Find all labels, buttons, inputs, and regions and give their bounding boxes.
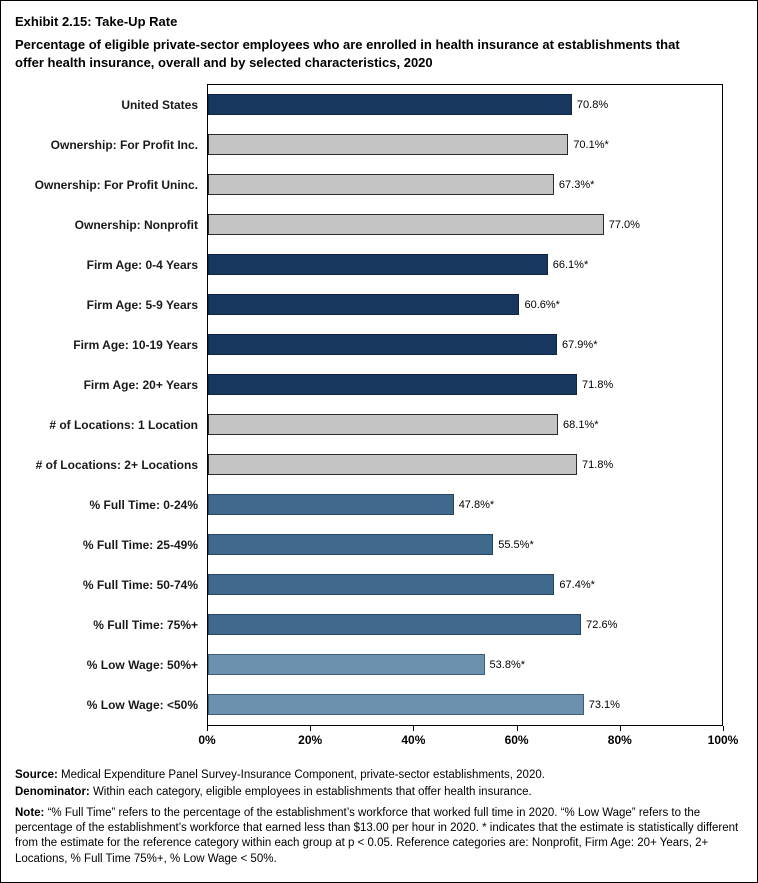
category-label: Firm Age: 0-4 Years xyxy=(86,257,198,272)
bar xyxy=(208,134,569,156)
category-label: % Low Wage: <50% xyxy=(86,697,198,712)
bar-row: 73.1% xyxy=(208,685,722,725)
category-label: % Full Time: 25-49% xyxy=(82,537,198,552)
axis-tick xyxy=(723,725,724,731)
page-title: Exhibit 2.15: Take-Up Rate xyxy=(15,14,178,29)
bar-row: 67.4%* xyxy=(208,565,722,605)
source-label: Source: xyxy=(15,768,58,781)
bar-row: 77.0% xyxy=(208,205,722,245)
axis-tick xyxy=(413,725,415,731)
bar-value-label: 70.8% xyxy=(576,98,609,111)
note-text: “% Full Time” refers to the percentage o… xyxy=(15,807,739,865)
source-line: Source: Medical Expenditure Panel Survey… xyxy=(15,768,741,783)
axis-tick-label: 60% xyxy=(504,732,529,747)
bar xyxy=(208,494,454,516)
note-line: Note: “% Full Time” refers to the percen… xyxy=(15,806,739,867)
bar xyxy=(208,654,485,676)
title-block: Exhibit 2.15: Take-Up Rate Percentage of… xyxy=(1,1,757,76)
bar-value-label: 55.5%* xyxy=(498,538,534,551)
category-label: Firm Age: 10-19 Years xyxy=(73,337,198,352)
bar-value-label: 53.8%* xyxy=(489,658,526,671)
footer-notes: Source: Medical Expenditure Panel Survey… xyxy=(1,752,757,867)
bar xyxy=(208,294,520,316)
axis-tick xyxy=(619,725,621,731)
bar xyxy=(208,174,554,196)
category-label: Firm Age: 20+ Years xyxy=(83,377,198,392)
bar-row: 71.8% xyxy=(208,365,722,405)
bar xyxy=(208,254,548,276)
axis-tick-label: 80% xyxy=(607,732,632,747)
bar-value-label: 47.8%* xyxy=(458,498,495,511)
category-label: % Full Time: 75%+ xyxy=(93,617,198,632)
axis-tick-label: 40% xyxy=(401,732,426,747)
bar-chart: United States Ownership: For Profit Inc. O… xyxy=(11,83,723,726)
category-labels: United States Ownership: For Profit Inc. O… xyxy=(11,84,207,726)
category-label: % Full Time: 0-24% xyxy=(89,497,198,512)
bar-value-label: 77.0% xyxy=(608,218,640,231)
category-label: # of Locations: 2+ Locations xyxy=(35,457,198,472)
bar-row: 55.5%* xyxy=(208,525,722,565)
bar xyxy=(208,214,604,236)
category-label: % Full Time: 50-74% xyxy=(82,577,198,592)
bar-row: 70.1%* xyxy=(208,125,722,165)
denominator-label: Denominator: xyxy=(15,785,90,798)
bar xyxy=(208,94,572,116)
bar-value-label: 71.8% xyxy=(582,458,614,471)
bar-value-label: 70.1%* xyxy=(573,138,609,151)
category-label: % Low Wage: 50%+ xyxy=(86,657,198,672)
bar xyxy=(208,614,582,636)
bar-value-label: 67.4%* xyxy=(559,578,595,591)
bar xyxy=(208,574,555,596)
denominator-text: Within each category, eligible employees… xyxy=(92,785,532,798)
bar-value-label: 73.1% xyxy=(588,698,620,711)
axis-tick-label: 20% xyxy=(298,732,323,747)
bar xyxy=(208,534,494,556)
category-label: Ownership: For Profit Inc. xyxy=(50,137,198,152)
bar-value-label: 60.6%* xyxy=(524,298,560,311)
category-label: United States xyxy=(121,97,198,112)
category-label: Ownership: For Profit Uninc. xyxy=(34,177,198,192)
axis-tick xyxy=(207,725,208,731)
bar-value-label: 66.1%* xyxy=(552,258,589,271)
bar-value-label: 71.8% xyxy=(582,378,614,391)
axis-tick xyxy=(310,725,312,731)
bar-value-label: 72.6% xyxy=(586,618,618,631)
page-subtitle: Percentage of eligible private-sector em… xyxy=(15,36,680,70)
bar-row: 53.8%* xyxy=(208,645,722,685)
bar xyxy=(208,694,584,716)
bar-row: 72.6% xyxy=(208,605,722,645)
category-label: Ownership: Nonprofit xyxy=(74,217,198,232)
x-axis: 0% 20% 40% 60% 80% 100% xyxy=(198,725,738,752)
bar xyxy=(208,334,557,356)
bar-value-label: 67.3%* xyxy=(558,178,595,191)
bar-row: 67.3%* xyxy=(208,165,722,205)
bar-row: 71.8% xyxy=(208,445,722,485)
bar xyxy=(208,374,578,396)
denominator-line: Denominator: Within each category, eligi… xyxy=(15,785,741,800)
source-text: Medical Expenditure Panel Survey-Insuran… xyxy=(61,768,545,781)
bar-row: 60.6%* xyxy=(208,285,722,325)
bar-row: 67.9%* xyxy=(208,325,722,365)
plot-area: 70.8% 70.1%* 67.3%* 77.0% 66.1%* 60.6%* 67.9%*… xyxy=(207,83,723,726)
bar xyxy=(208,454,578,476)
note-label: Note: xyxy=(15,807,45,820)
bar-row: 47.8%* xyxy=(208,485,722,525)
axis-tick xyxy=(516,725,518,731)
category-label: # of Locations: 1 Location xyxy=(49,417,198,432)
axis-tick-label: 0% xyxy=(198,732,216,747)
bar-row: 68.1%* xyxy=(208,405,722,445)
axis-tick-label: 100% xyxy=(707,732,739,747)
bar-value-label: 67.9%* xyxy=(562,338,598,351)
bar-row: 66.1%* xyxy=(208,245,722,285)
bar-value-label: 68.1%* xyxy=(563,418,599,431)
bar-row: 70.8% xyxy=(208,85,722,125)
category-label: Firm Age: 5-9 Years xyxy=(86,297,198,312)
bar xyxy=(208,414,559,436)
